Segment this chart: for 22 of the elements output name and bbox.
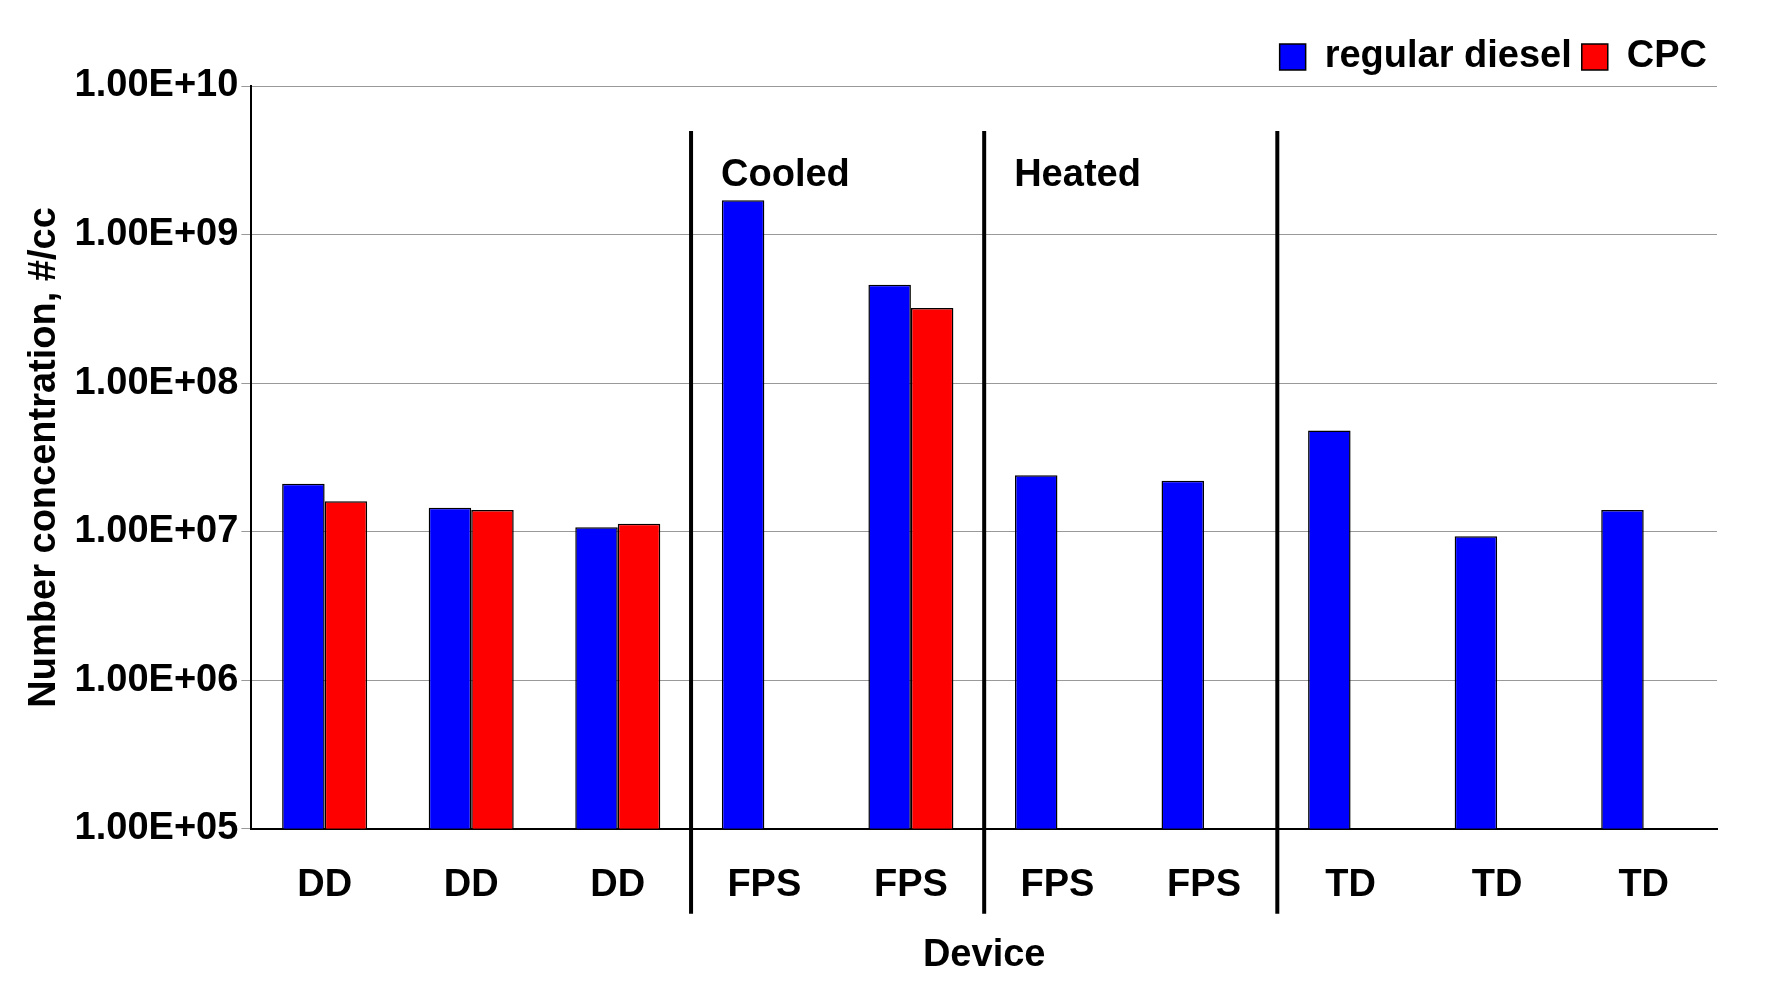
x-tick-label: TD xyxy=(1325,862,1376,905)
x-tick-label: TD xyxy=(1471,862,1523,905)
y-tick-label: 1.00E+08 xyxy=(74,359,239,402)
y-tick-label: 1.00E+05 xyxy=(74,805,239,848)
y-tick-label: 1.00E+07 xyxy=(74,508,239,551)
x-tick-label: DD xyxy=(443,862,499,905)
x-tick-label: FPS xyxy=(1020,862,1095,905)
y-tick-label: 1.00E+09 xyxy=(74,211,239,254)
x-tick-label: DD xyxy=(590,862,646,905)
annotation: Heated xyxy=(1014,152,1141,195)
legend-label: CPC xyxy=(1626,33,1707,76)
x-tick-label: TD xyxy=(1618,862,1670,905)
x-axis-title: Device xyxy=(922,931,1046,974)
x-tick-label: FPS xyxy=(727,862,802,905)
x-tick-label: DD xyxy=(297,862,353,905)
y-tick-label: 1.00E+06 xyxy=(74,656,239,699)
annotation: Cooled xyxy=(721,152,850,195)
x-tick-label: FPS xyxy=(1167,862,1241,905)
y-tick-label: 1.00E+10 xyxy=(74,62,239,105)
x-tick-label: FPS xyxy=(873,862,948,905)
legend-label: regular diesel xyxy=(1324,33,1572,76)
y-axis-title: Number concentration, #/cc xyxy=(21,207,64,708)
